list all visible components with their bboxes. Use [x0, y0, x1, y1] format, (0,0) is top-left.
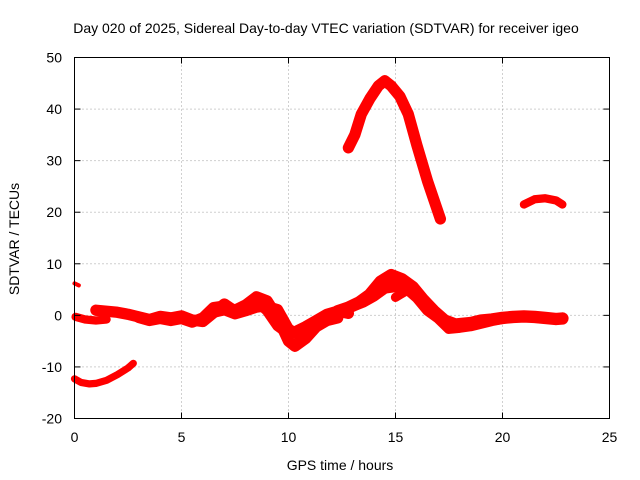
- x-tick-label: 20: [495, 429, 511, 445]
- axis-ticks: [74, 57, 610, 419]
- x-axis-label: GPS time / hours: [287, 457, 394, 473]
- series-arc-low-start: [70, 359, 137, 388]
- y-tick-label: -10: [42, 359, 62, 375]
- y-tick-label: 10: [46, 256, 62, 272]
- series-arc-midday-c: [390, 287, 409, 302]
- series-arc-spike-start: [72, 281, 81, 288]
- plot-frame: [74, 57, 610, 419]
- grid-lines: [74, 57, 610, 419]
- series-arc-start-zero: [71, 312, 111, 325]
- y-tick-label: 50: [46, 50, 62, 66]
- x-tick-label: 25: [602, 429, 618, 445]
- y-tick-label: 30: [46, 153, 62, 169]
- x-tick-label: 0: [71, 429, 79, 445]
- x-tick-labels: 0 5 10 15 20 25: [71, 429, 618, 445]
- x-tick-label: 5: [178, 429, 186, 445]
- y-axis-label: SDTVAR / TECUs: [6, 183, 22, 295]
- series-arc-morning-c: [208, 300, 326, 342]
- chart-title: Day 020 of 2025, Sidereal Day-to-day VTE…: [73, 20, 579, 36]
- y-tick-label: 40: [46, 101, 62, 117]
- y-tick-label: 0: [54, 307, 62, 323]
- y-tick-labels: -20 -10 0 10 20 30 40 50: [42, 50, 62, 427]
- series-arc-high: [342, 75, 447, 225]
- y-tick-label: 20: [46, 204, 62, 220]
- data-series: [70, 75, 569, 388]
- series-arc-midday-b: [347, 280, 509, 334]
- x-tick-label: 15: [388, 429, 404, 445]
- y-tick-label: -20: [42, 411, 62, 427]
- series-arc-evening-high: [519, 194, 567, 209]
- x-tick-label: 10: [281, 429, 297, 445]
